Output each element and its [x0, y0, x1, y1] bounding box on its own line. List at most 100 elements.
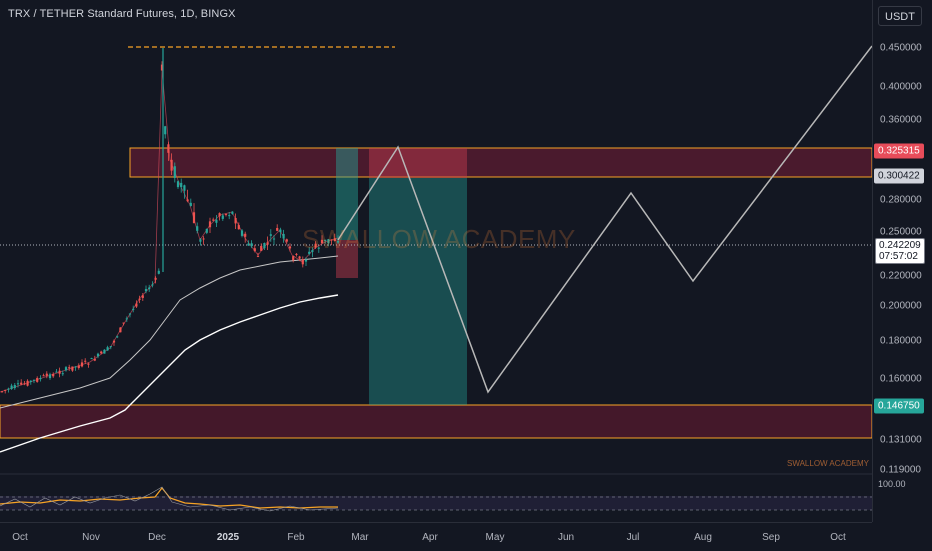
candle-body	[314, 243, 317, 248]
candle-body	[141, 295, 144, 298]
candle-body	[138, 298, 141, 300]
price-chart[interactable]	[0, 0, 873, 522]
candle-body	[170, 159, 173, 171]
candle-body	[176, 181, 180, 188]
candle-body	[96, 353, 100, 357]
time-axis[interactable]	[0, 522, 872, 551]
chart-area[interactable]: TRX / TETHER Standard Futures, 1D, BINGX…	[0, 0, 873, 522]
candle-body	[240, 230, 244, 236]
time-label: May	[485, 532, 505, 543]
candle-body	[304, 259, 308, 262]
candle-body	[125, 318, 128, 320]
resistance-top-tag: 0.325315	[874, 143, 924, 159]
candle-body	[167, 144, 170, 153]
time-label: Oct	[830, 532, 846, 543]
candle-body	[208, 221, 212, 228]
time-label: Jun	[557, 532, 575, 543]
candle-body	[199, 239, 202, 242]
candle-body	[308, 251, 311, 254]
candle-body	[253, 248, 256, 252]
price-tick: 0.200000	[880, 300, 922, 312]
candle-body	[128, 313, 132, 315]
candle-body	[80, 362, 84, 367]
candle-body	[119, 327, 122, 333]
candle-body	[68, 367, 71, 369]
candle-body	[295, 253, 298, 255]
candle-body	[269, 234, 272, 236]
candle-body	[16, 383, 20, 385]
chart-title: TRX / TETHER Standard Futures, 1D, BINGX	[8, 8, 236, 20]
time-label: Jul	[626, 532, 640, 543]
candle-body	[61, 373, 64, 375]
candle-body	[247, 243, 250, 246]
time-label: Aug	[694, 532, 712, 543]
price-tick: 0.119000	[880, 464, 921, 476]
resistance-bottom-tag: 0.300422	[874, 168, 924, 184]
candle-body	[231, 211, 234, 214]
candle-body	[64, 367, 68, 371]
candle-body	[151, 284, 154, 286]
rsi-noise-line	[0, 486, 339, 512]
candle-body	[333, 238, 336, 241]
candle-body	[272, 238, 276, 240]
candle-body	[311, 250, 314, 252]
price-trend-line	[0, 69, 339, 393]
candle-body	[234, 217, 237, 224]
rsi-scale-label: 100.00	[878, 479, 906, 489]
position-target-zone	[369, 178, 467, 405]
candle-body	[244, 233, 247, 237]
candle-body	[221, 215, 224, 219]
candle-body	[320, 239, 324, 244]
candle-body	[256, 255, 260, 257]
candle-body	[84, 360, 87, 362]
candle-body	[7, 388, 10, 390]
candle-body	[122, 322, 125, 324]
candle-body	[106, 347, 109, 351]
candle-body	[202, 238, 205, 240]
price-tick: 0.250000	[880, 226, 922, 238]
candle-body	[298, 256, 301, 259]
candle-body	[218, 213, 221, 217]
candle-body	[109, 346, 112, 348]
candle-body	[279, 229, 282, 233]
price-tick: 0.220000	[880, 270, 922, 282]
candle-body	[196, 226, 199, 231]
candle-body	[157, 270, 160, 274]
candle-body	[276, 227, 279, 231]
candle-body	[13, 385, 16, 389]
candle-body	[0, 391, 4, 393]
candle-body	[160, 64, 164, 71]
candle-body	[52, 373, 55, 377]
candle-body	[266, 242, 269, 245]
candle-body	[189, 202, 192, 207]
candle-body	[36, 378, 39, 382]
candle-body	[183, 185, 186, 191]
candle-body	[112, 340, 116, 343]
candle-body	[301, 259, 304, 265]
currency-button[interactable]: USDT	[878, 6, 922, 26]
candle-body	[32, 379, 36, 381]
candle-body	[90, 358, 93, 360]
rsi-band	[0, 496, 872, 510]
position-stop-zone	[369, 148, 467, 178]
candle-body	[282, 233, 285, 239]
candle-body	[215, 219, 218, 223]
time-label: Oct	[12, 532, 28, 543]
candle-body	[317, 247, 320, 249]
time-label: Sep	[762, 532, 780, 543]
candle-body	[48, 374, 52, 379]
candle-body	[263, 242, 266, 249]
candle-body	[26, 380, 29, 386]
candle-body	[58, 370, 61, 374]
candle-body	[327, 239, 330, 244]
time-label: Dec	[148, 532, 166, 543]
candle-body	[100, 351, 103, 354]
candle-body	[224, 214, 228, 216]
watermark-small: SWALLOW ACADEMY	[787, 459, 869, 468]
candle-body	[237, 225, 240, 230]
time-label: Feb	[287, 532, 305, 543]
projection-path	[337, 45, 873, 394]
candle-body	[135, 303, 138, 307]
candle-body	[154, 277, 157, 280]
candle-body	[228, 215, 231, 217]
